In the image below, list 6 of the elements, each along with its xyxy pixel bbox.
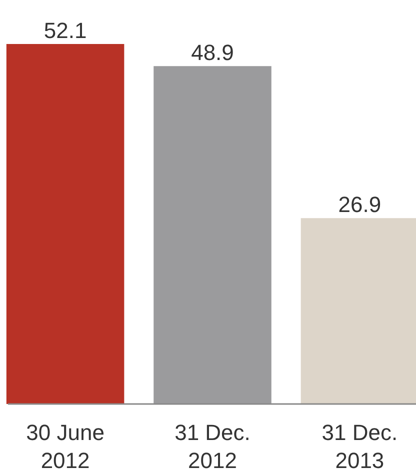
x-tick-label: 30 June 2012 (26, 420, 104, 473)
data-label: 48.9 (191, 40, 234, 66)
x-tick-label: 31 Dec. 2012 (174, 420, 250, 473)
x-tick-label: 31 Dec. 2013 (322, 420, 398, 473)
data-label: 26.9 (338, 192, 382, 218)
data-label: 52.1 (44, 18, 87, 43)
